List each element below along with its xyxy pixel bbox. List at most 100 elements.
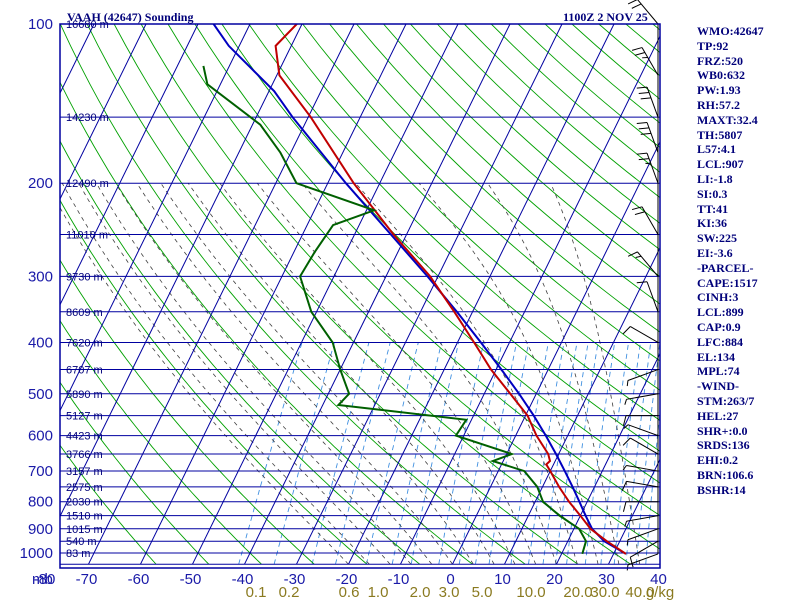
- dry-adiabat: [275, 24, 660, 391]
- mixing-ratio-line: [625, 342, 652, 565]
- mixing-ratio-line: [335, 342, 391, 565]
- wind-barb-feather: [631, 206, 643, 211]
- temperature-tick-label: -60: [128, 571, 150, 588]
- mixing-ratio-label: 0.1: [246, 584, 267, 600]
- wind-barb-staff: [646, 122, 659, 153]
- dry-adiabat: [571, 24, 660, 100]
- mixing-ratio-line: [365, 342, 419, 565]
- wind-barb-feather: [623, 424, 629, 429]
- mixing-ratio-line: [410, 342, 460, 565]
- dry-adiabat: [383, 24, 660, 278]
- wind-barb-feather: [638, 91, 650, 95]
- wind-barb-staff: [627, 369, 659, 381]
- height-label: 7620 m: [66, 337, 103, 349]
- pressure-tick-label: 100: [28, 16, 53, 33]
- moist-adiabat: [355, 182, 578, 565]
- height-label: 14230 m: [66, 112, 109, 124]
- mixing-ratio-label: 30.0: [590, 584, 619, 600]
- temperature-tick-label: 10: [494, 571, 511, 588]
- wind-barb-staff: [626, 480, 659, 488]
- wind-barb-feather: [622, 415, 627, 426]
- isotherm: [504, 246, 660, 565]
- stat-item: WMO:42647: [697, 24, 764, 38]
- wind-barb-feather: [636, 281, 648, 284]
- wind-barb-staff: [641, 47, 659, 76]
- stat-item: L57:4.1: [697, 142, 736, 157]
- wind-barbs: [621, 0, 659, 571]
- wind-barb-feather: [626, 539, 629, 546]
- wind-barb-staff: [627, 424, 659, 437]
- temperature-tick-label: 40: [650, 571, 667, 588]
- stat-item: RH:57.2: [697, 97, 740, 112]
- background-grid: [60, 24, 660, 565]
- dewpoint-trace: [202, 65, 588, 555]
- height-label: 11010 m: [66, 230, 108, 242]
- moist-adiabat: [96, 182, 412, 565]
- wind-barb-feather: [624, 521, 627, 527]
- isotherm: [348, 24, 615, 565]
- pressure-tick-label: 1000: [20, 545, 53, 562]
- wind-barb-feather: [622, 501, 627, 512]
- mixing-ratio-label: 1.0: [368, 584, 389, 600]
- mixing-ratio-line: [438, 342, 485, 565]
- isotherm: [192, 24, 459, 565]
- isotherm: [296, 24, 563, 565]
- mixing-ratio-label: 10.0: [516, 584, 545, 600]
- isotherm: [60, 24, 303, 518]
- mixing-ratio-line: [584, 342, 616, 565]
- pressure-unit-label: mb: [32, 571, 53, 588]
- mixing-ratio-line: [600, 342, 629, 565]
- isotherm: [400, 35, 660, 565]
- wind-barb-feather: [634, 52, 646, 56]
- stat-item: SW:225: [697, 231, 738, 246]
- wind-barb-staff: [626, 465, 659, 472]
- moist-adiabat: [256, 182, 537, 565]
- stat-item: SI:0.3: [697, 186, 728, 201]
- wind-barb-feather: [635, 255, 642, 259]
- wind-barb-staff: [646, 281, 659, 312]
- wind-barb-feather: [627, 0, 638, 5]
- pressure-tick-label: 700: [28, 463, 53, 480]
- mixing-ratio-label: 0.2: [279, 584, 300, 600]
- mixing-ratio-label: 3.0: [439, 584, 460, 600]
- stat-item: WB0:632: [697, 68, 745, 83]
- dry-adiabat: [60, 199, 368, 565]
- wind-barb-staff: [626, 393, 659, 400]
- height-label: 16680 m: [66, 19, 109, 31]
- isotherm: [60, 24, 199, 306]
- moist-adiabat: [136, 182, 453, 565]
- stat-item: KI:36: [697, 216, 727, 231]
- wind-barb-feather: [622, 437, 631, 446]
- dry-adiabat: [329, 24, 660, 333]
- temperature-tick-label: -10: [388, 571, 410, 588]
- stat-item: BRN:106.6: [697, 467, 754, 482]
- moist-adiabat: [418, 182, 599, 565]
- mixing-ratio-line: [613, 342, 641, 565]
- stat-item: EHI:0.2: [697, 453, 739, 468]
- stat-item: MAXT:32.4: [697, 112, 758, 127]
- mixing-ratio-label: 5.0: [472, 584, 493, 600]
- wind-barb-staff: [627, 553, 659, 566]
- wind-barb-feather: [631, 3, 642, 9]
- dry-adiabat: [60, 140, 420, 565]
- pressure-tick-label: 500: [28, 386, 53, 403]
- isotherm: [60, 24, 147, 201]
- stat-item: CAP:0.9: [697, 319, 741, 334]
- wind-barb-feather: [638, 127, 650, 130]
- stat-item: STM:263/7: [697, 393, 755, 408]
- temperature-tick-label: 0: [446, 571, 454, 588]
- stat-item: LFC:884: [697, 334, 743, 349]
- stat-item: SHR+:0.0: [697, 423, 748, 438]
- wind-barb-staff: [641, 206, 659, 235]
- wind-barb-staff: [627, 528, 659, 541]
- height-label: 1510 m: [66, 511, 103, 523]
- dry-adiabat: [60, 259, 315, 565]
- temperature-tick-label: -20: [336, 571, 358, 588]
- mixing-ratio-line: [311, 342, 370, 565]
- wind-barb-feather: [636, 86, 648, 89]
- isotherm: [60, 24, 251, 412]
- wind-barb-staff: [630, 326, 659, 343]
- moist-adiabat: [487, 182, 620, 565]
